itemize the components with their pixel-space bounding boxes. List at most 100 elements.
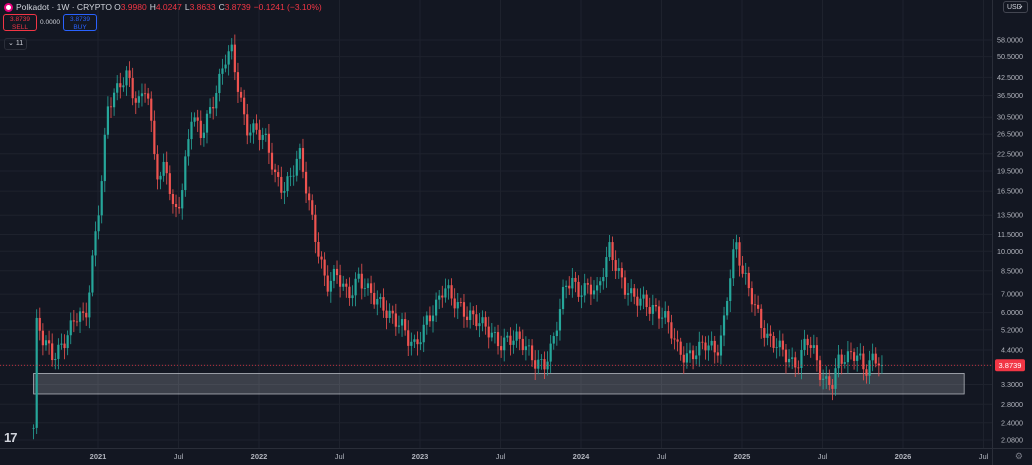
support-zone[interactable] bbox=[33, 373, 965, 395]
candle-body bbox=[289, 175, 292, 177]
candle-body bbox=[822, 378, 825, 380]
current-price-badge bbox=[995, 359, 1025, 372]
candle-body bbox=[812, 345, 815, 348]
candle-body bbox=[63, 343, 66, 349]
candle-body bbox=[255, 123, 258, 130]
candle-body bbox=[335, 268, 339, 276]
candle-body bbox=[382, 297, 385, 311]
candle-body bbox=[592, 290, 596, 295]
candle-body bbox=[753, 304, 757, 306]
candle-body bbox=[261, 134, 264, 140]
candle-body bbox=[716, 352, 719, 356]
candle-body bbox=[679, 341, 682, 355]
candle-body bbox=[131, 78, 134, 99]
candle-body bbox=[617, 268, 620, 271]
candle-body bbox=[757, 304, 760, 309]
candle-body bbox=[239, 91, 243, 98]
candle-body bbox=[72, 320, 75, 322]
chevron-down-icon: ⌄ bbox=[8, 40, 14, 47]
polkadot-logo-icon bbox=[4, 2, 13, 12]
close-label: C bbox=[218, 2, 225, 12]
candle-body bbox=[500, 346, 503, 351]
candle-body bbox=[416, 339, 419, 345]
candle-body bbox=[280, 176, 283, 193]
candle-body bbox=[818, 360, 822, 380]
time-tick-label: 2024 bbox=[573, 452, 591, 461]
candle-body bbox=[509, 335, 512, 345]
time-tick-label: Jul bbox=[335, 452, 345, 461]
candle-body bbox=[311, 200, 314, 215]
current-price-label: 3.8739 bbox=[999, 361, 1022, 370]
time-tick-label: 2022 bbox=[251, 452, 268, 461]
change-value: −0.1241 (−3.10%) bbox=[253, 2, 322, 12]
candle-body bbox=[865, 369, 868, 376]
candle-body bbox=[57, 344, 60, 359]
close-value: 3.8739 bbox=[224, 2, 251, 12]
sell-price: 3.8739 bbox=[10, 16, 30, 23]
price-tick-label: 42.5000 bbox=[997, 73, 1023, 82]
candle-body bbox=[682, 354, 685, 363]
candle-body bbox=[407, 330, 410, 346]
candle-body bbox=[394, 313, 397, 327]
time-axis[interactable]: 2021 Jul 2022 Jul 2023 Jul 2024 Jul 2025 Jul 2026 J… bbox=[90, 452, 989, 461]
candle-body bbox=[862, 353, 865, 370]
candle-body bbox=[552, 336, 555, 344]
indicators-toggle[interactable]: ⌄ 11 bbox=[4, 38, 28, 50]
candle-body bbox=[360, 273, 363, 289]
candle-body bbox=[713, 340, 716, 353]
candle-body bbox=[205, 113, 209, 133]
candle-body bbox=[760, 308, 763, 329]
candle-body bbox=[187, 139, 190, 157]
symbol-title[interactable]: Polkadot · 1W · CRYPTO bbox=[16, 2, 113, 12]
candle-body bbox=[568, 285, 571, 289]
buy-button[interactable]: 3.8739 BUY bbox=[63, 14, 97, 31]
candle-body bbox=[852, 352, 856, 361]
candle-body bbox=[435, 299, 438, 316]
candle-body bbox=[342, 283, 345, 287]
tradingview-logo-icon: 17 bbox=[4, 430, 18, 445]
candle-body bbox=[320, 256, 323, 260]
candle-body bbox=[512, 340, 515, 345]
candle-body bbox=[475, 314, 478, 327]
price-tick-label: 2.8000 bbox=[1001, 400, 1023, 409]
candle-body bbox=[212, 107, 215, 109]
candle-body bbox=[277, 172, 280, 177]
candle-body bbox=[515, 331, 518, 341]
candle-body bbox=[400, 319, 404, 326]
candle-body bbox=[506, 335, 509, 338]
candle-body bbox=[453, 298, 456, 309]
sell-button[interactable]: 3.8739 SELL bbox=[3, 14, 37, 31]
candle-body bbox=[348, 286, 351, 299]
candle-body bbox=[834, 368, 837, 389]
candle-body bbox=[750, 288, 754, 305]
candle-body bbox=[877, 363, 880, 366]
candle-body bbox=[846, 351, 849, 363]
candle-body bbox=[843, 362, 846, 364]
candle-body bbox=[236, 72, 240, 92]
candle-body bbox=[35, 317, 38, 428]
candle-body bbox=[484, 317, 487, 327]
candle-body bbox=[38, 317, 41, 331]
candle-body bbox=[230, 44, 233, 52]
candle-body bbox=[422, 324, 425, 343]
candle-body bbox=[611, 242, 614, 261]
candle-body bbox=[286, 176, 289, 192]
candle-body bbox=[85, 312, 88, 318]
candle-body bbox=[781, 340, 784, 350]
candle-body bbox=[413, 339, 416, 342]
candle-body bbox=[323, 259, 326, 276]
time-tick-label: 2026 bbox=[895, 452, 912, 461]
price-tick-label: 58.0000 bbox=[997, 36, 1023, 45]
currency-selector[interactable]: USD bbox=[1003, 0, 1028, 13]
candle-body bbox=[32, 427, 35, 429]
candle-body bbox=[354, 278, 357, 296]
candle-body bbox=[224, 64, 227, 69]
price-axis[interactable]: 58.0000 50.5000 42.5000 36.5000 30.5000 26.50… bbox=[995, 36, 1025, 445]
candle-body bbox=[766, 333, 769, 338]
candle-body bbox=[181, 190, 184, 209]
settings-gear-icon[interactable]: ⚙ bbox=[1014, 451, 1023, 461]
candle-body bbox=[589, 284, 593, 295]
candle-body bbox=[701, 341, 704, 343]
